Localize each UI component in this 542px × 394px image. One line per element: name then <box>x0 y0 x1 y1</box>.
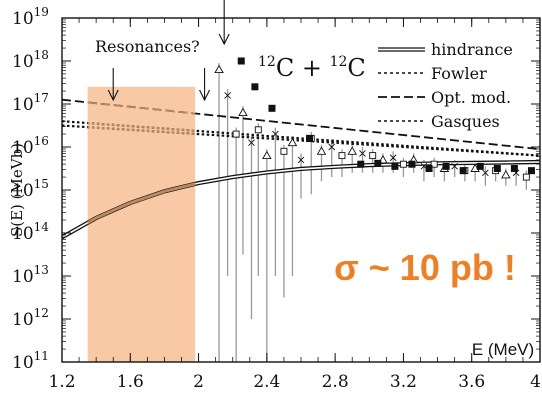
data-point-open <box>399 160 407 168</box>
legend-label-fowler: Fowler <box>431 64 487 83</box>
x-axis-label: E (MeV) <box>472 340 534 359</box>
y-tick-label: 1014 <box>12 220 49 244</box>
data-point-open <box>369 152 377 160</box>
data-point-filled <box>442 162 450 170</box>
x-tick-labels: 1.2 1.6 2 2.4 2.8 3.2 3.6 4 <box>48 372 541 392</box>
resonance-arrowhead <box>218 33 230 46</box>
data-point-filled <box>374 159 382 167</box>
legend-item-fowler: Fowler <box>378 64 487 83</box>
y-tick-label: 1012 <box>12 306 49 330</box>
title-mass-1: 12 <box>258 54 276 70</box>
data-point-open <box>501 170 511 179</box>
data-point-open <box>328 143 336 151</box>
y-tick-label: 1016 <box>12 134 49 158</box>
resonance-arrowhead <box>199 89 211 102</box>
data-point-filled <box>459 167 467 175</box>
data-point-open <box>272 130 279 138</box>
data-point-filled <box>408 160 416 168</box>
resonances-label: Resonances? <box>95 37 200 56</box>
data-point-open <box>359 150 366 157</box>
data-point-filled <box>391 162 399 170</box>
curve-opt-mod-band-overlay <box>87 101 196 115</box>
y-tick-label: 1017 <box>12 91 49 115</box>
data-point-open <box>254 126 262 134</box>
data-point-open <box>287 137 298 147</box>
data-point-filled <box>251 83 259 91</box>
x-tick-label: 4 <box>530 372 541 392</box>
y-tick-label: 1019 <box>12 5 49 29</box>
data-point-open <box>451 163 458 170</box>
data-point-open <box>238 107 248 117</box>
title-mass-2: 12 <box>330 54 348 70</box>
curve-hindrance-band-overlay <box>87 182 196 225</box>
axis-ticks <box>61 17 541 363</box>
data-points <box>214 57 535 181</box>
x-tick-label: 3.2 <box>390 372 417 392</box>
x-tick-label: 2.8 <box>322 372 349 392</box>
error-bars <box>218 63 527 362</box>
y-tick-label: 1015 <box>12 177 49 201</box>
y-tick-labels: 1011 1012 1013 1014 1015 1016 1017 1018 1019 <box>12 5 49 373</box>
data-point-open <box>338 152 346 160</box>
data-point-filled <box>237 57 245 65</box>
x-tick-label: 2.4 <box>253 372 280 392</box>
y-tick-label: 1013 <box>12 263 49 287</box>
data-point-filled <box>425 165 433 172</box>
data-point-open <box>262 150 272 160</box>
data-point-open <box>232 130 240 138</box>
data-point-open <box>482 169 489 177</box>
legend-label-hindrance: hindrance <box>431 40 513 59</box>
data-point-filled <box>527 167 535 175</box>
legend-item-hindrance: hindrance <box>378 40 513 59</box>
legend: hindrance Fowler Opt. mod. Gasques <box>378 40 513 131</box>
data-point-open <box>280 147 288 155</box>
band-overlay-curves <box>87 101 196 225</box>
data-point-open <box>389 154 397 162</box>
chart-title: 12C + 12C <box>258 54 366 82</box>
data-point-filled <box>510 165 518 172</box>
y-tick-label: 1018 <box>12 48 49 72</box>
data-point-open <box>297 156 305 164</box>
x-tick-label: 1.6 <box>117 372 144 392</box>
data-point-open <box>248 139 255 147</box>
resonance-arrowhead <box>107 89 119 102</box>
data-point-open <box>522 173 530 181</box>
legend-label-opt-mod: Opt. mod. <box>431 88 511 107</box>
data-point-filled <box>493 165 501 172</box>
x-tick-label: 3.6 <box>458 372 485 392</box>
legend-item-opt-mod: Opt. mod. <box>378 88 511 107</box>
data-point-filled <box>476 162 484 170</box>
data-point-open <box>224 92 231 99</box>
data-point-open <box>316 146 327 155</box>
y-tick-label: 1011 <box>12 349 49 373</box>
legend-label-gasques: Gasques <box>431 112 500 131</box>
legend-item-gasques: Gasques <box>378 112 500 131</box>
y-axis-label: S(E) (MeVb) <box>8 143 26 237</box>
data-point-filled <box>357 160 365 168</box>
data-point-open <box>347 146 357 155</box>
data-point-open <box>214 64 224 74</box>
data-point-filled <box>268 104 276 112</box>
x-tick-label: 1.2 <box>48 372 75 392</box>
x-tick-label: 2 <box>193 372 204 392</box>
resonance-arrows <box>107 0 230 102</box>
data-point-open <box>430 160 438 168</box>
data-point-filled <box>306 134 314 142</box>
cross-section-annotation: σ ~ 10 pb ! <box>334 247 516 288</box>
